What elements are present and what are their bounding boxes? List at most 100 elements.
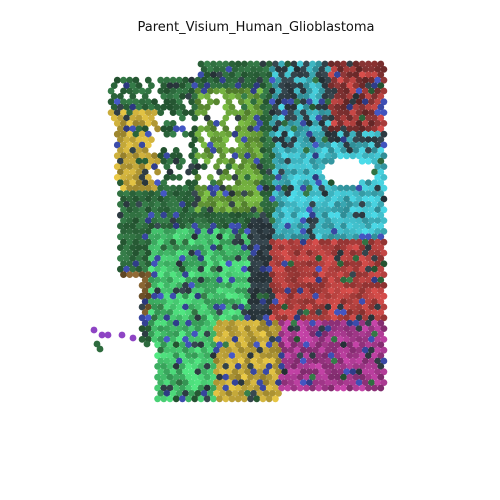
tissue-spot [265, 319, 273, 327]
tissue-spot [213, 390, 220, 397]
tissue-spot [377, 136, 385, 144]
tissue-spot [247, 233, 255, 241]
tissue-spot [203, 395, 211, 403]
tissue-spot [253, 201, 261, 208]
tissue-spot [272, 179, 279, 187]
outlier-spot [129, 334, 137, 342]
tissue-spot [172, 384, 180, 392]
tissue-spot [318, 206, 326, 214]
tissue-spot [315, 82, 323, 89]
tissue-spot [117, 190, 124, 198]
tissue-spot [219, 249, 227, 257]
tissue-spot [138, 130, 146, 138]
tissue-spot [188, 152, 196, 160]
tissue-spot [337, 282, 344, 289]
tissue-spot [123, 157, 130, 165]
tissue-spot [234, 136, 242, 144]
figure-title: Parent_Visium_Human_Glioblastoma [137, 20, 375, 35]
tissue-spot [287, 282, 295, 289]
tissue-spot [135, 82, 143, 89]
tissue-spot [290, 384, 298, 392]
tissue-spot [312, 271, 320, 278]
tissue-spot [237, 109, 245, 116]
tissue-spot [330, 314, 338, 322]
tissue-spot [268, 184, 276, 192]
tissue-spot [374, 336, 382, 343]
tissue-spot [377, 287, 385, 295]
tissue-spot [253, 190, 261, 198]
tissue-spot [358, 363, 366, 370]
tissue-spot [303, 373, 310, 381]
tissue-spot [185, 179, 193, 187]
tissue-spot [166, 384, 174, 392]
tissue-spot [330, 292, 338, 300]
tissue-spot [231, 87, 239, 95]
tissue-spot [216, 341, 224, 349]
tissue-spot [163, 379, 171, 386]
tissue-spot [203, 276, 211, 284]
tissue-spot [315, 125, 323, 133]
tissue-spot [272, 93, 279, 100]
tissue-spot [315, 352, 323, 359]
tissue-spot [380, 152, 388, 160]
tissue-spot [144, 282, 152, 289]
tissue-spot [281, 238, 289, 246]
tissue-spot [309, 352, 316, 359]
tissue-spot [113, 109, 121, 116]
tissue-spot [203, 82, 211, 89]
tissue-spot [368, 379, 375, 386]
tissue-spot [343, 152, 351, 160]
tissue-spot [138, 336, 146, 343]
tissue-spot [374, 325, 382, 332]
tissue-spot [324, 271, 332, 278]
tissue-spot [327, 125, 335, 133]
tissue-spot [380, 228, 388, 235]
tissue-spot [219, 390, 227, 397]
tissue-spot [324, 379, 332, 386]
tissue-spot [172, 319, 180, 327]
tissue-spot [244, 130, 251, 138]
tissue-spot [200, 66, 208, 73]
tissue-spot [200, 346, 208, 354]
tissue-spot [200, 357, 208, 365]
tissue-spot [265, 157, 273, 165]
tissue-spot [343, 282, 351, 289]
tissue-spot [213, 130, 220, 138]
tissue-spot [355, 217, 363, 225]
tissue-spot [141, 309, 149, 316]
tissue-spot [299, 174, 307, 181]
tissue-spot [210, 82, 217, 89]
tissue-spot [265, 363, 273, 370]
tissue-spot [241, 71, 248, 79]
tissue-spot [129, 179, 137, 187]
tissue-spot [172, 147, 180, 154]
tissue-spot [182, 130, 189, 138]
tissue-spot [352, 103, 360, 111]
tissue-spot [138, 228, 146, 235]
tissue-spot [321, 157, 329, 165]
tissue-spot [303, 309, 310, 316]
tissue-spot [281, 163, 289, 171]
tissue-spot [244, 217, 251, 225]
tissue-spot [284, 136, 292, 144]
tissue-spot [191, 82, 199, 89]
tissue-spot [182, 76, 189, 84]
tissue-spot [179, 276, 186, 284]
tissue-spot [296, 114, 304, 122]
tissue-spot [169, 228, 177, 235]
tissue-spot [303, 82, 310, 89]
tissue-spot [306, 98, 313, 106]
tissue-spot [197, 233, 205, 241]
tissue-spot [247, 60, 255, 68]
tissue-spot [287, 141, 295, 149]
tissue-spot [296, 168, 304, 176]
tissue-spot [144, 152, 152, 160]
tissue-spot [132, 206, 140, 214]
tissue-spot [166, 190, 174, 198]
tissue-spot [296, 373, 304, 381]
tissue-spot [299, 238, 307, 246]
tissue-spot [368, 184, 375, 192]
tissue-spot [265, 168, 273, 176]
tissue-spot [188, 303, 196, 311]
tissue-spot [278, 244, 285, 252]
